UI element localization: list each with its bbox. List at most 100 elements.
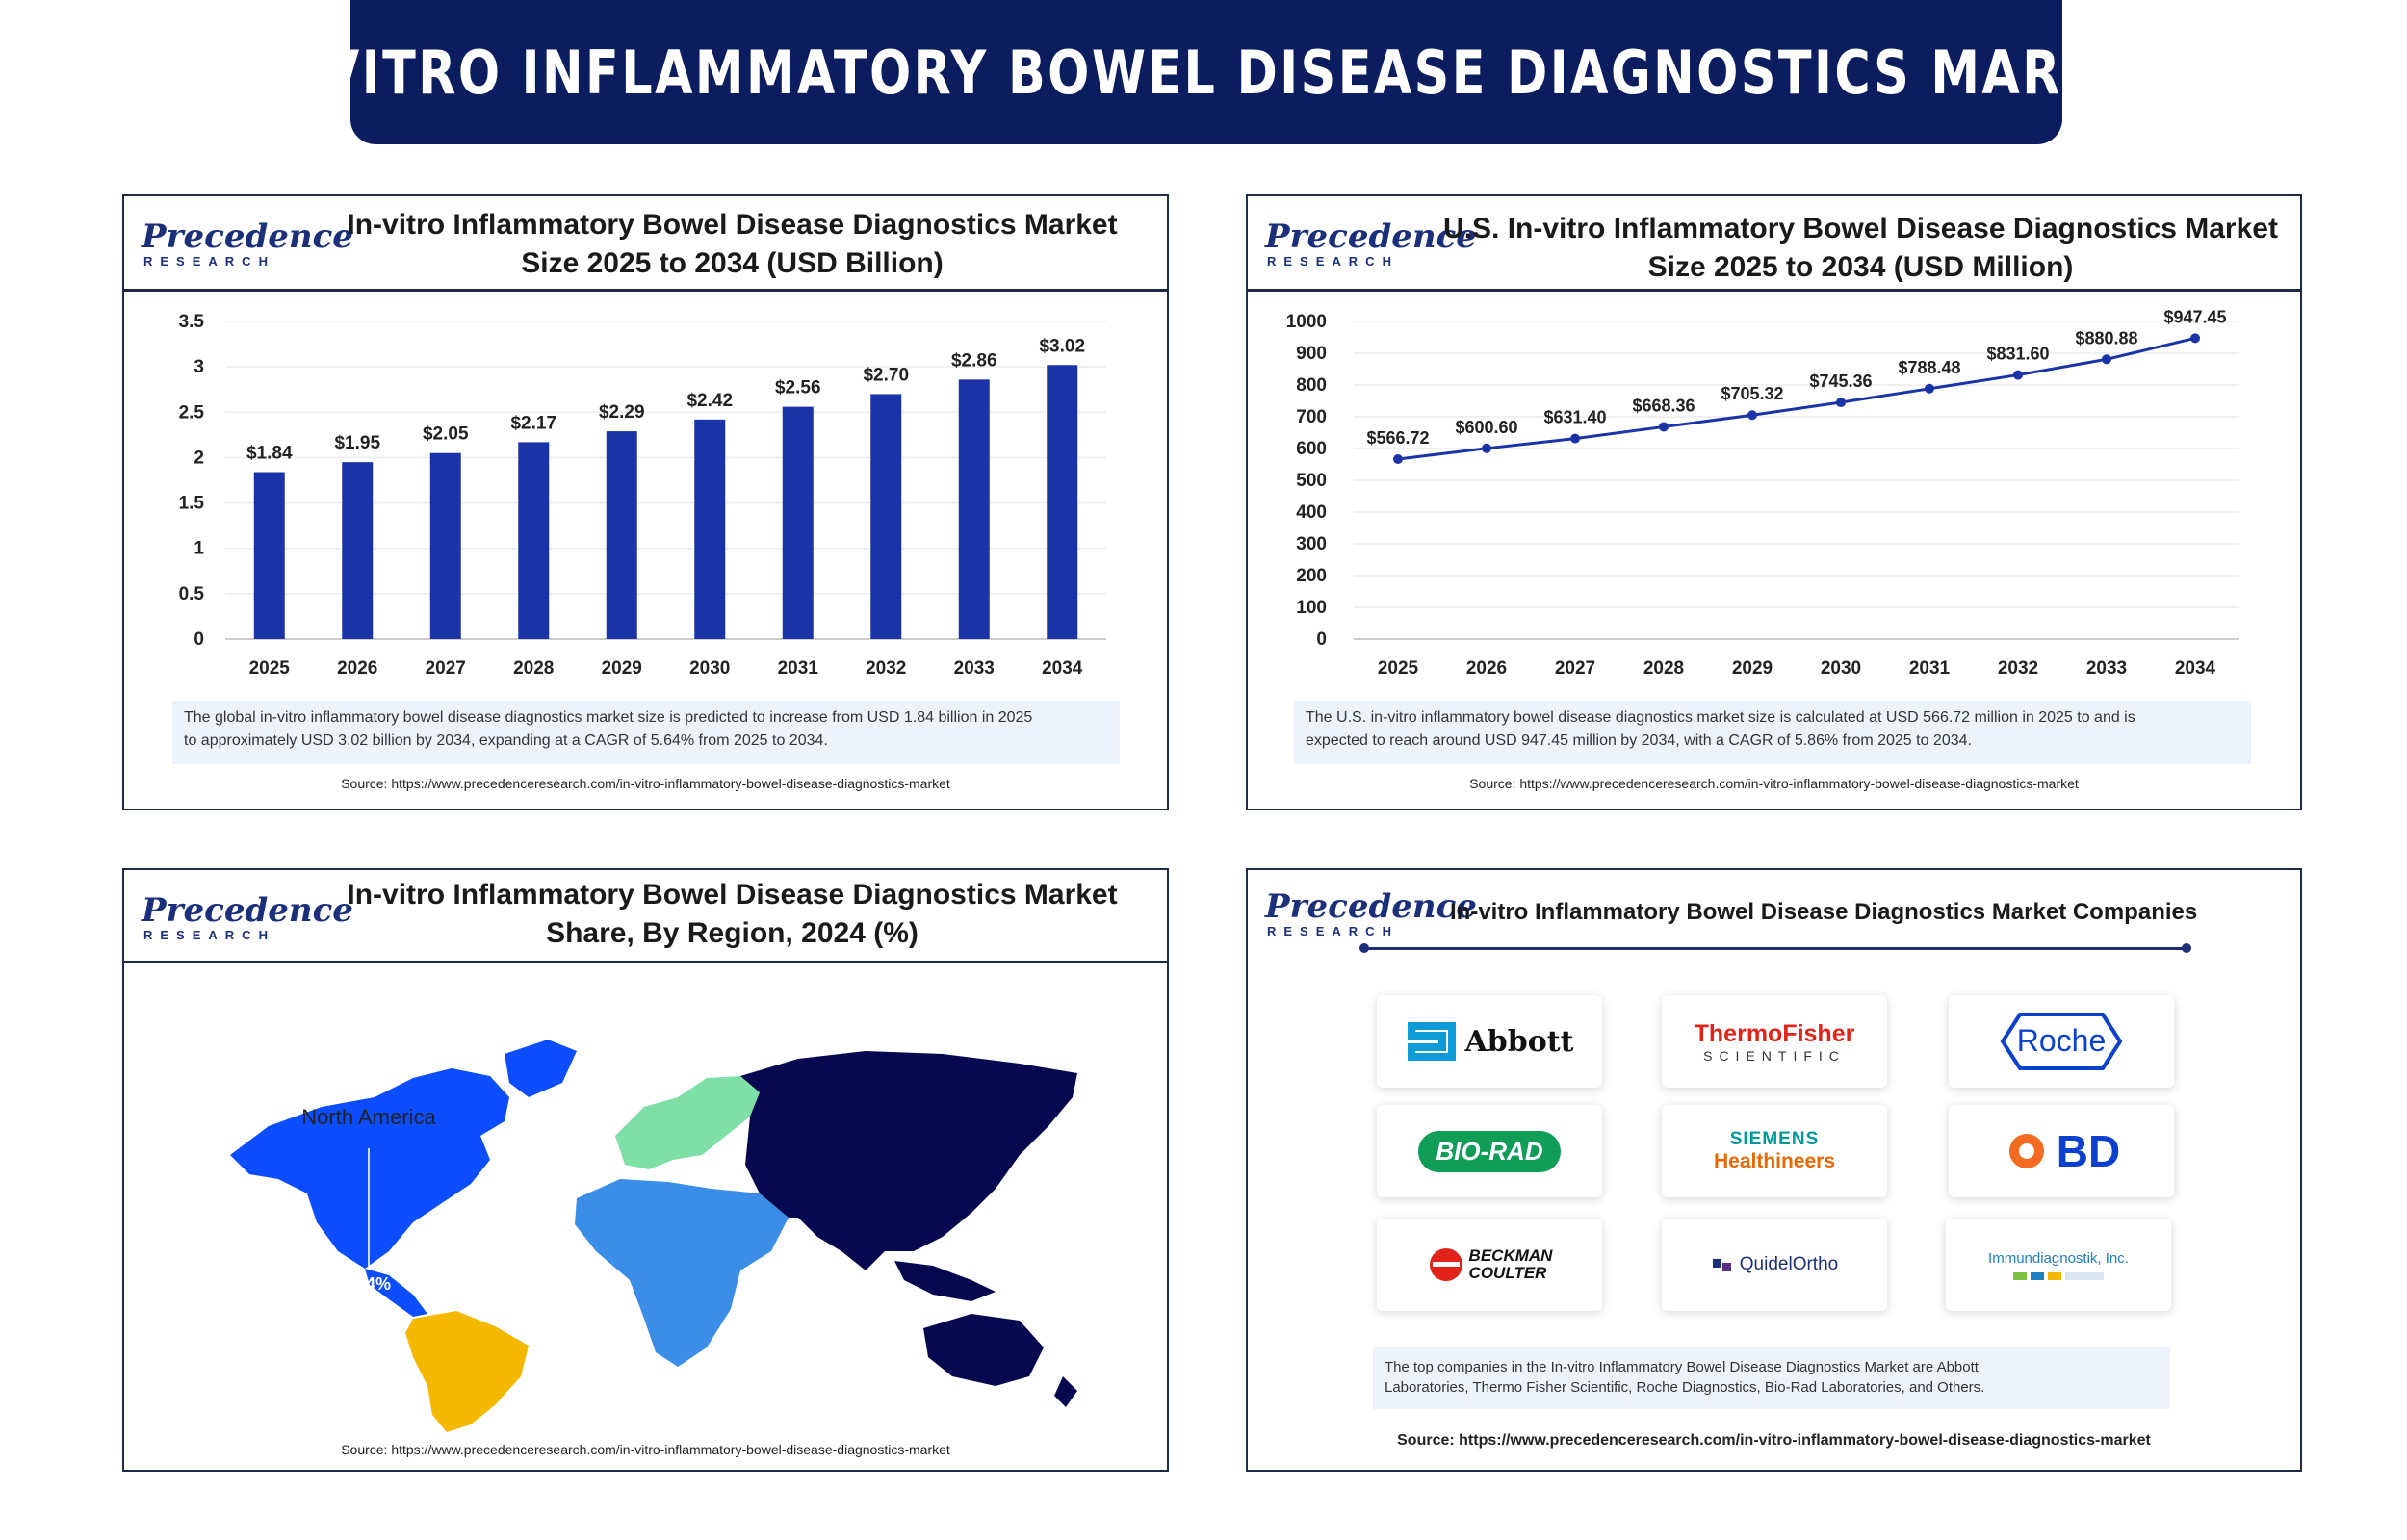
company-quidelortho: QuidelOrtho	[1662, 1219, 1887, 1311]
y-tick-label: 700	[1296, 407, 1327, 427]
data-label: $631.40	[1543, 408, 1606, 427]
data-label: $600.60	[1455, 418, 1517, 437]
data-label: $2.17	[510, 413, 556, 433]
y-tick-label: 600	[1296, 439, 1327, 459]
series-line	[1397, 336, 2196, 461]
precedence-logo: Precedence RESEARCH	[1265, 887, 1477, 938]
global-market-size-panel: Precedence RESEARCH In-vitro Inflammator…	[122, 194, 1169, 810]
y-tick-label: 0	[194, 629, 204, 650]
region-southeast-asia	[894, 1261, 996, 1301]
regional-share-panel: Precedence RESEARCH In-vitro Inflammator…	[122, 868, 1169, 1472]
source-text: Source: https://www.precedenceresearch.c…	[1397, 1432, 2151, 1449]
y-tick-label: 3	[194, 357, 204, 377]
companies-title: In-vitro Inflammatory Bowel Disease Diag…	[1450, 899, 2198, 925]
svg-text:Roche: Roche	[2017, 1023, 2107, 1058]
x-tick-label: 2027	[1555, 658, 1595, 679]
company-thermofisher: ThermoFisher SCIENTIFIC	[1662, 995, 1887, 1088]
data-label: $1.95	[334, 433, 380, 453]
y-tick-label: 1	[194, 539, 204, 559]
x-tick-label: 2025	[1378, 658, 1419, 679]
data-point	[1659, 422, 1669, 432]
chart-title: In-vitro Inflammatory Bowel Disease Diag…	[347, 879, 1118, 949]
company-beckman-coulter: BECKMAN COULTER	[1377, 1219, 1602, 1311]
x-tick-label: 2031	[778, 658, 819, 679]
data-label: $2.42	[686, 391, 733, 411]
y-tick-label: 2	[194, 448, 204, 468]
x-tick-label: 2029	[1732, 658, 1773, 679]
company-immundiagnostik: Immundiagnostik, Inc.	[1946, 1219, 2171, 1311]
x-tick-label: 2028	[1643, 658, 1684, 679]
y-tick-label: 800	[1296, 375, 1327, 396]
y-tick-label: 300	[1296, 534, 1327, 554]
source-text: Source: https://www.precedenceresearch.c…	[341, 1442, 950, 1457]
roche-icon: Roche	[2000, 1013, 2123, 1070]
data-label: $2.86	[951, 350, 997, 371]
us-market-size-panel: Precedence RESEARCH U.S. In-vitro Inflam…	[1246, 194, 2302, 810]
abbott-icon	[1407, 1022, 1456, 1061]
data-label: $831.60	[1986, 345, 2049, 364]
bar	[606, 431, 637, 639]
x-tick-label: 2029	[602, 658, 642, 679]
x-tick-label: 2033	[2086, 658, 2127, 679]
line-chart: 0 100 200 300 400 500 600 700 800 900 1000 $566.72 2…	[1286, 307, 2239, 679]
company-biorad: BIO-RAD	[1377, 1105, 1602, 1197]
bar	[870, 394, 902, 639]
chart-title: U.S. In-vitro Inflammatory Bowel Disease…	[1443, 213, 2278, 283]
y-tick-label: 0.5	[179, 584, 205, 604]
panel-header: Precedence RESEARCH In-vitro Inflammator…	[124, 196, 1167, 292]
bar	[429, 452, 461, 639]
region-central-america	[365, 1269, 427, 1317]
company-siemens-healthineers: SIEMENS Healthineers	[1662, 1105, 1887, 1197]
data-point	[2013, 370, 2023, 380]
data-label: $880.88	[2075, 328, 2137, 347]
data-point	[1747, 410, 1757, 421]
data-label: $1.84	[246, 444, 293, 464]
data-label: $2.29	[599, 402, 645, 423]
bar	[782, 406, 814, 639]
callout-value: 44%	[356, 1274, 391, 1294]
data-label: $2.05	[423, 424, 469, 445]
y-tick-label: 3.5	[179, 312, 205, 332]
x-tick-label: 2027	[426, 658, 466, 679]
region-mea	[575, 1179, 789, 1367]
x-tick-label: 2026	[1466, 658, 1507, 679]
data-label: $788.48	[1898, 358, 1960, 377]
y-tick-label: 1000	[1286, 312, 1327, 332]
quidelortho-icon	[1712, 1259, 1731, 1271]
region-latin-america	[405, 1311, 529, 1432]
page-title: IN-VITRO INFLAMMATORY BOWEL DISEASE DIAG…	[238, 37, 2175, 108]
data-point	[2102, 354, 2111, 365]
bar	[342, 462, 374, 639]
data-label: $566.72	[1366, 428, 1429, 448]
y-tick-label: 2.5	[179, 402, 205, 423]
title-banner: IN-VITRO INFLAMMATORY BOWEL DISEASE DIAG…	[239, 0, 2172, 144]
region-new-zealand	[1054, 1376, 1077, 1407]
data-label: $705.32	[1721, 384, 1783, 403]
x-tick-label: 2028	[513, 658, 554, 679]
x-tick-label: 2030	[689, 658, 730, 679]
callout-label: North America	[301, 1105, 436, 1129]
chart-note: The global in-vitro inflammatory bowel d…	[172, 701, 1120, 764]
source-text: Source: https://www.precedenceresearch.c…	[341, 776, 950, 791]
region-asia-pacific	[740, 1051, 1077, 1270]
x-tick-label: 2034	[1042, 658, 1083, 679]
data-point	[1393, 453, 1403, 464]
source-text: Source: https://www.precedenceresearch.c…	[1469, 776, 2079, 791]
x-tick-label: 2032	[866, 658, 906, 679]
precedence-logo: Precedence RESEARCH	[142, 218, 353, 269]
y-tick-label: 0	[1316, 629, 1327, 650]
bar	[958, 379, 990, 639]
data-point	[1570, 433, 1580, 444]
company-bd: BD	[1949, 1105, 2174, 1197]
data-label: $3.02	[1039, 336, 1085, 356]
data-point	[2190, 333, 2200, 344]
precedence-logo: Precedence RESEARCH	[142, 891, 353, 942]
y-tick-label: 200	[1296, 566, 1327, 586]
beckman-icon	[1429, 1248, 1462, 1281]
data-label: $668.36	[1632, 396, 1695, 415]
y-tick-label: 900	[1296, 344, 1327, 364]
region-europe	[615, 1076, 760, 1169]
x-tick-label: 2033	[954, 658, 995, 679]
chart-note: The U.S. in-vitro inflammatory bowel dis…	[1294, 701, 2251, 764]
y-tick-label: 100	[1296, 598, 1327, 618]
